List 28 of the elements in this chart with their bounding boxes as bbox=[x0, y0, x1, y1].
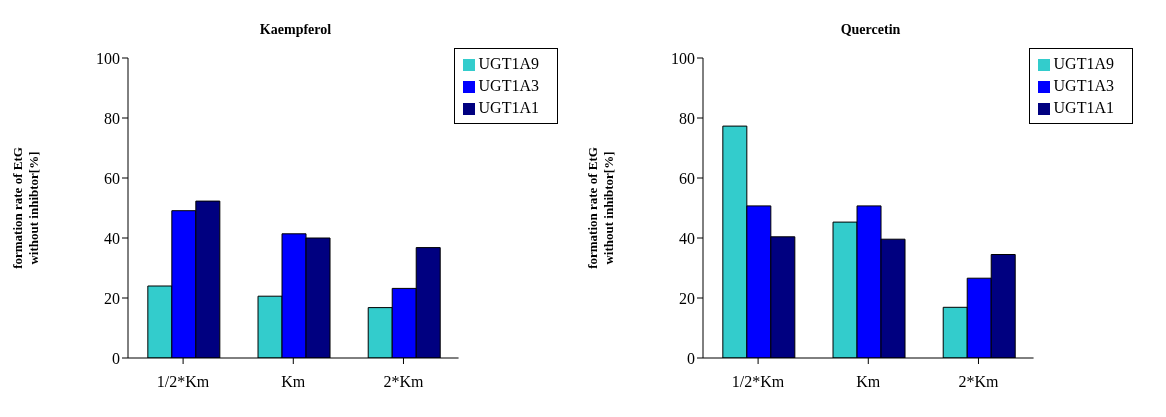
x-tick-label: 2*Km bbox=[383, 373, 425, 391]
y-tick-label: 40 bbox=[104, 229, 120, 247]
x-tick-label: 2*Km bbox=[958, 373, 1000, 391]
legend-label: UGT1A1 bbox=[1053, 99, 1114, 116]
y-tick-label: 80 bbox=[104, 109, 120, 127]
y-tick-label: 40 bbox=[679, 229, 695, 247]
y-tick-label: 20 bbox=[679, 289, 695, 307]
legend-label: UGT1A9 bbox=[1053, 55, 1114, 72]
y-tick-label: 60 bbox=[679, 169, 695, 187]
x-tick-label: Km bbox=[856, 373, 881, 391]
y-tick-label: 20 bbox=[104, 289, 120, 307]
y-tick-label: 60 bbox=[104, 169, 120, 187]
y-tick-label: 80 bbox=[679, 109, 695, 127]
x-tick-label: 1/2*Km bbox=[731, 373, 785, 391]
y-tick-label: 0 bbox=[687, 349, 695, 367]
y-tick-label: 0 bbox=[112, 349, 120, 367]
x-tick-label: 1/2*Km bbox=[156, 373, 210, 391]
legend-label: UGT1A3 bbox=[478, 77, 539, 94]
y-axis-title: formation rate of EtG without inhibtor[%] bbox=[585, 147, 616, 269]
x-tick-label: Km bbox=[281, 373, 306, 391]
legend-label: UGT1A3 bbox=[1053, 77, 1114, 94]
y-tick-label: 100 bbox=[671, 49, 695, 67]
legend-label: UGT1A1 bbox=[478, 99, 539, 116]
chart-title: Kaempferol bbox=[258, 22, 333, 38]
y-tick-label: 100 bbox=[96, 49, 120, 67]
chart-title: Quercetin bbox=[839, 22, 902, 38]
legend-label: UGT1A9 bbox=[478, 55, 539, 72]
y-axis-title: formation rate of EtG without inhibtor[%] bbox=[10, 147, 41, 269]
